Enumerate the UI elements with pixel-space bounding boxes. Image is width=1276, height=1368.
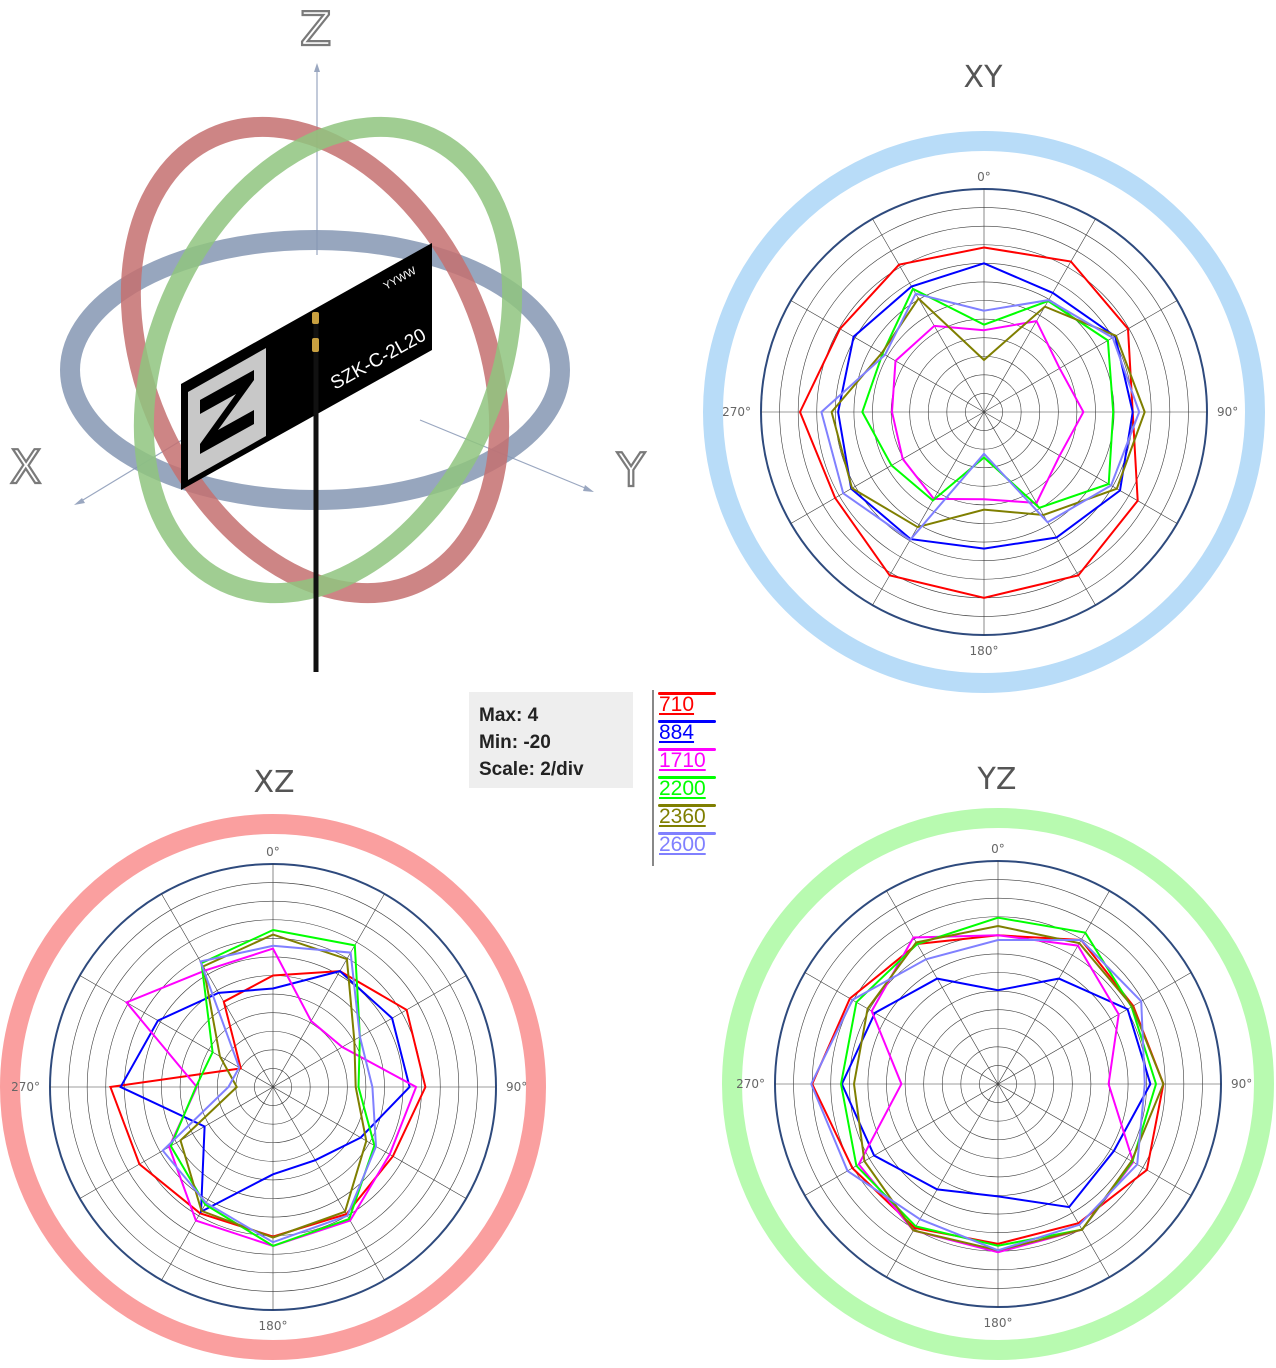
xz-plane-ring	[120, 116, 510, 604]
series-line-884	[840, 977, 1152, 1209]
z-axis-arrow	[314, 63, 320, 72]
polar-plots: 0° 90° 180° 270° 0° 90° 180° 270° 0° 90° 180° 270°	[0, 131, 1274, 1360]
connector-top	[312, 312, 319, 324]
connector-bottom	[312, 338, 319, 352]
x-axis-arrow	[74, 498, 85, 505]
angle-label: 90°	[506, 1080, 527, 1094]
angle-label: 180°	[970, 644, 999, 658]
y-axis-arrow	[583, 485, 594, 492]
plane-ring	[703, 131, 1265, 693]
angle-label: 0°	[266, 845, 280, 859]
legend-label: 1710	[659, 749, 706, 772]
legend-item: 884	[654, 718, 724, 746]
legend-label: 2600	[659, 833, 706, 856]
angle-label: 180°	[259, 1319, 288, 1333]
yz-plot-title: YZ	[977, 762, 1017, 797]
legend-item: 2200	[654, 774, 724, 802]
series-line-884	[119, 969, 411, 1214]
legend-label: 710	[659, 693, 695, 716]
antenna-orientation-illustration: SZK-C-2L20 YYWW Z X Y	[9, 1, 647, 672]
legend-swatch	[658, 804, 716, 807]
legend-item: 2600	[654, 830, 724, 858]
plane-ring	[722, 808, 1274, 1360]
scale-max: Max: 4	[479, 705, 539, 726]
legend-swatch	[658, 692, 716, 695]
frequency-legend: 710 884 1710 2200 2360 2600	[652, 690, 724, 866]
yz-polar-plot: 0° 90° 180° 270°	[722, 808, 1274, 1360]
plane-ring	[0, 814, 546, 1360]
series-line-2600	[161, 944, 378, 1244]
legend-swatch	[658, 748, 716, 751]
series-line-2360	[830, 296, 1146, 529]
legend-item: 710	[654, 690, 724, 718]
legend-label: 2360	[659, 805, 706, 828]
angle-label: 270°	[736, 1077, 765, 1091]
z-axis-label: Z	[300, 2, 332, 56]
series-line-2600	[820, 292, 1141, 542]
series-line-710	[798, 246, 1139, 599]
xz-polar-plot: 0° 90° 180° 270°	[0, 814, 546, 1360]
grid-spoke	[872, 218, 1096, 606]
legend-swatch	[658, 832, 716, 835]
scale-info-box: Max: 4 Min: -20 Scale: 2/div	[469, 692, 633, 788]
xy-plot-title: XY	[963, 60, 1003, 95]
legend-label: 2200	[659, 777, 706, 800]
x-axis-label: X	[10, 440, 42, 494]
xy-polar-plot: 0° 90° 180° 270°	[703, 131, 1265, 693]
angle-label: 90°	[1231, 1077, 1252, 1091]
legend-item: 1710	[654, 746, 724, 774]
scale-division: Scale: 2/div	[479, 759, 584, 780]
legend-swatch	[658, 776, 716, 779]
series-line-1710	[890, 319, 1085, 504]
angle-label: 270°	[722, 405, 751, 419]
series-line-2600	[810, 939, 1146, 1252]
legend-item: 2360	[654, 802, 724, 830]
xz-plot-title: XZ	[253, 765, 295, 800]
series-line-2360	[179, 933, 368, 1239]
angle-label: 0°	[977, 170, 991, 184]
angle-label: 180°	[984, 1316, 1013, 1330]
legend-label: 884	[659, 721, 695, 744]
angle-label: 270°	[11, 1080, 40, 1094]
legend-swatch	[658, 720, 716, 723]
series-line-1710	[857, 934, 1135, 1254]
y-axis-label: Y	[616, 443, 646, 497]
angle-label: 0°	[991, 842, 1005, 856]
angle-label: 90°	[1217, 405, 1238, 419]
grid-spoke	[886, 890, 1110, 1278]
logo-icon	[188, 348, 266, 480]
scale-min: Min: -20	[479, 732, 551, 753]
yz-plane-ring	[133, 116, 523, 604]
